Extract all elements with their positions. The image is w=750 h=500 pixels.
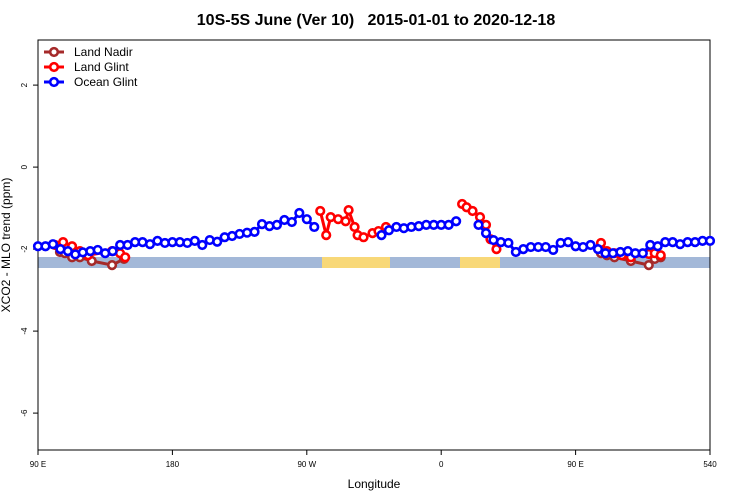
- point: [503, 237, 514, 249]
- point: [212, 236, 223, 247]
- point: [321, 230, 332, 241]
- legend-marker: [48, 61, 60, 73]
- point: [480, 228, 492, 239]
- point: [491, 244, 502, 255]
- point: [548, 244, 559, 256]
- x-tick-label: 180: [166, 460, 180, 469]
- point: [358, 232, 369, 243]
- point: [652, 241, 663, 252]
- legend-label: Land Glint: [74, 60, 129, 74]
- x-tick-label: 90 E: [567, 460, 583, 469]
- point: [106, 259, 118, 271]
- point: [443, 219, 454, 231]
- point: [47, 239, 59, 250]
- point: [704, 235, 716, 246]
- land-strip: [460, 257, 500, 268]
- y-tick-label: -2: [20, 245, 29, 253]
- point: [301, 214, 312, 225]
- point: [376, 230, 387, 241]
- point: [585, 239, 596, 251]
- x-tick-label: 540: [703, 460, 717, 469]
- point: [655, 250, 666, 261]
- point: [286, 216, 297, 228]
- point: [451, 216, 462, 227]
- point: [340, 216, 351, 227]
- x-tick-label: 90 W: [297, 460, 316, 469]
- point: [309, 221, 320, 233]
- land-ocean-strip: [38, 257, 710, 268]
- y-axis-label: XCO2 - MLO trend (ppm): [0, 178, 13, 313]
- point: [315, 205, 326, 217]
- point: [197, 239, 208, 251]
- point: [120, 252, 131, 263]
- point: [343, 205, 354, 216]
- y-tick-label: -4: [20, 327, 29, 335]
- y-tick-label: -6: [20, 409, 29, 417]
- y-tick-label: 2: [20, 82, 29, 87]
- x-axis-label: Longitude: [348, 477, 401, 491]
- point: [294, 207, 305, 219]
- point: [249, 226, 260, 237]
- x-tick-label: 0: [439, 460, 444, 469]
- point: [271, 219, 283, 231]
- point: [473, 219, 484, 231]
- legend-label: Ocean Glint: [74, 75, 138, 89]
- point: [467, 205, 478, 217]
- point: [189, 235, 200, 246]
- series: [32, 207, 716, 260]
- point: [592, 244, 604, 255]
- legend-marker: [48, 76, 60, 88]
- land-strip: [322, 257, 390, 268]
- chart-title: 10S-5S June (Ver 10) 2015-01-01 to 2020-…: [197, 12, 556, 29]
- y-tick-label: 0: [20, 164, 29, 169]
- x-tick-label: 90 E: [30, 460, 46, 469]
- point: [637, 248, 648, 259]
- point: [349, 221, 360, 233]
- point: [563, 237, 574, 248]
- legend-marker: [48, 46, 60, 58]
- point: [474, 212, 486, 223]
- point: [107, 246, 118, 257]
- legend-label: Land Nadir: [74, 45, 133, 59]
- point: [643, 259, 654, 271]
